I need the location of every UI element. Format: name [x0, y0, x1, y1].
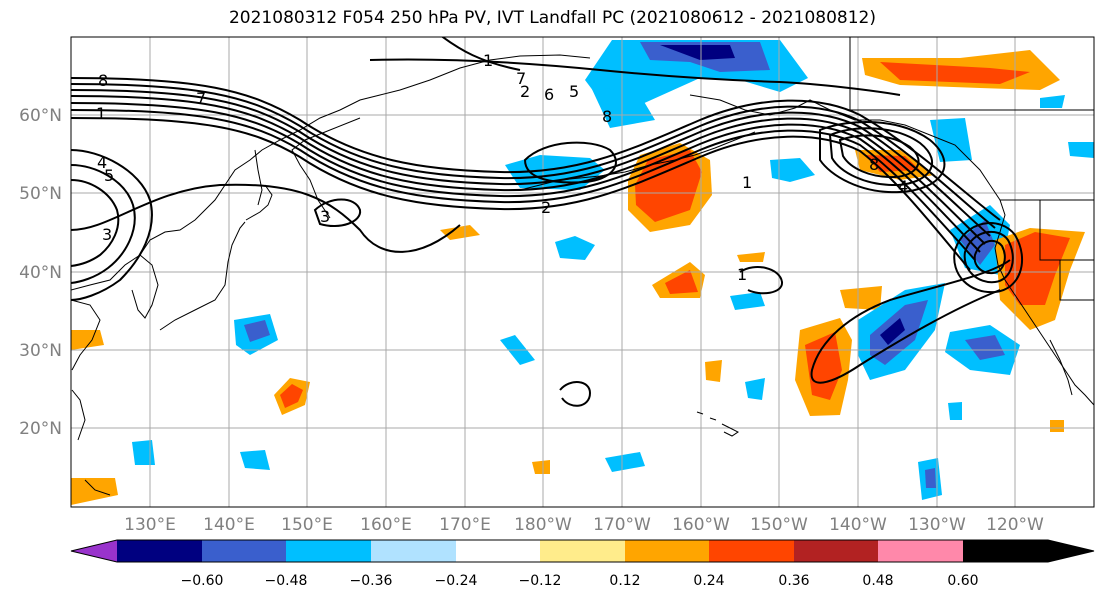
- colorbar-tick: −0.48: [265, 573, 308, 589]
- coastlines: [71, 37, 1094, 496]
- lon-label-160w: 160°W: [672, 515, 730, 535]
- contour-label: 8: [602, 107, 612, 126]
- colorbar-tick: 0.60: [947, 573, 978, 589]
- colorbar-tick: −0.36: [350, 573, 393, 589]
- colorbar-segment: [371, 540, 456, 562]
- longitude-labels: 130°E 140°E 150°E 160°E 170°E 180°W 170°…: [124, 515, 1044, 535]
- colorbar-tick: 0.36: [778, 573, 809, 589]
- colorbar-extension-max: [963, 540, 1094, 562]
- contour-label: 8: [869, 155, 879, 174]
- contour-label: 6: [544, 85, 554, 104]
- lon-label-170e: 170°E: [439, 515, 491, 535]
- map-frame: [70, 36, 1095, 508]
- colorbar-tick: −0.60: [181, 573, 224, 589]
- contour-labels: 8 7 1 4 5 3 2 1 5 6 8 7 1 2 3 4 8 1: [96, 51, 908, 284]
- colorbar-tick: 0.12: [609, 573, 640, 589]
- lon-label-130e: 130°E: [124, 515, 176, 535]
- contour-label: 7: [516, 69, 526, 88]
- colorbar-outline: [70, 539, 1095, 563]
- colorbar-tick: 0.48: [862, 573, 893, 589]
- lon-label-140e: 140°E: [203, 515, 255, 535]
- lat-label-50n: 50°N: [19, 184, 62, 204]
- contour-label: 1: [742, 173, 752, 192]
- contour-label: 1: [737, 265, 747, 284]
- colorbar-segment: [117, 540, 202, 562]
- lon-label-160e: 160°E: [360, 515, 412, 535]
- contour-label: 1: [96, 104, 106, 123]
- colorbar-segment: [202, 540, 286, 562]
- colorbar-tick: −0.24: [435, 573, 478, 589]
- lat-label-40n: 40°N: [19, 263, 62, 283]
- contour-label: 4: [898, 177, 908, 196]
- colorbar-extension-min: [71, 540, 117, 562]
- lon-label-150e: 150°E: [281, 515, 333, 535]
- colorbar-segment: [878, 540, 963, 562]
- lon-label-130w: 130°W: [908, 515, 966, 535]
- contour-label: 3: [320, 207, 330, 226]
- colorbar-segment: [709, 540, 794, 562]
- contour-label: 5: [569, 82, 579, 101]
- contour-label: 7: [196, 89, 206, 108]
- lat-label-60n: 60°N: [19, 106, 62, 126]
- lon-label-180w: 180°W: [514, 515, 572, 535]
- colorbar-segment: [625, 540, 709, 562]
- map-title: 2021080312 F054 250 hPa PV, IVT Landfall…: [228, 8, 876, 28]
- lat-label-20n: 20°N: [19, 419, 62, 439]
- contour-label: 1: [483, 51, 493, 70]
- contour-label: 5: [104, 166, 114, 185]
- colorbar-segment: [794, 540, 878, 562]
- lon-label-120w: 120°W: [986, 515, 1044, 535]
- contour-label: 2: [541, 198, 551, 217]
- colorbar-tick: 0.24: [693, 573, 724, 589]
- contour-label: 8: [98, 71, 108, 90]
- contour-label: 4: [97, 153, 107, 172]
- lat-label-30n: 30°N: [19, 341, 62, 361]
- colorbar: −0.60 −0.48 −0.36 −0.24 −0.12 0.12 0.24 …: [70, 539, 1095, 589]
- colorbar-tick: −0.12: [519, 573, 562, 589]
- colorbar-segment: [456, 540, 540, 562]
- contour-label: 3: [102, 225, 112, 244]
- colorbar-segment: [540, 540, 625, 562]
- lon-label-170w: 170°W: [593, 515, 651, 535]
- colorbar-segment: [286, 540, 371, 562]
- pv-contours: [71, 37, 1024, 407]
- latitude-labels: 60°N 50°N 40°N 30°N 20°N: [19, 106, 62, 439]
- lon-label-140w: 140°W: [829, 515, 887, 535]
- lon-label-150w: 150°W: [750, 515, 808, 535]
- contour-label: 2: [520, 82, 530, 101]
